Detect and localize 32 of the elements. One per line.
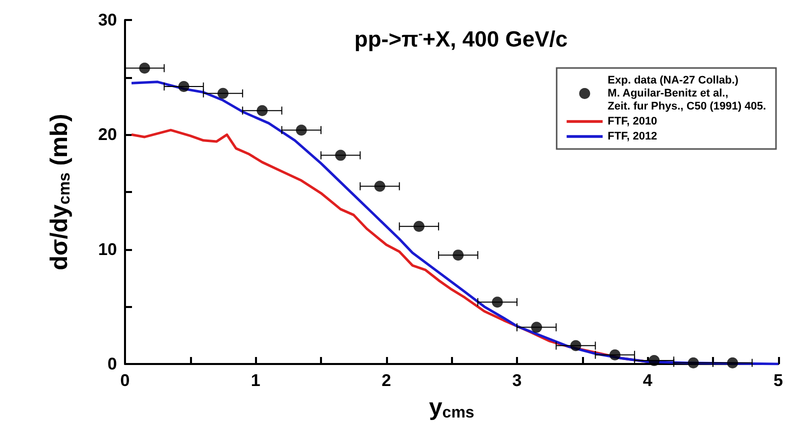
y-axis-title: dσ/dycms (mb): [46, 114, 74, 270]
x-tick-label: 3: [512, 371, 522, 390]
y-tick-label: 20: [98, 125, 117, 144]
legend-label: Exp. data (NA-27 Collab.) M. Aguilar-Benitz et al., Zeit. fur Phys., C50 (1991) 405.: [608, 74, 766, 112]
point: [218, 88, 228, 99]
point: [727, 357, 738, 368]
y-tick-label: 0: [108, 354, 117, 374]
x-tick-label: 1: [250, 371, 260, 390]
point: [413, 220, 424, 232]
point: [492, 296, 503, 308]
point: [178, 81, 190, 92]
x-tick-label: 0: [120, 371, 130, 390]
point: [256, 105, 268, 116]
y-tick-label: 30: [98, 10, 117, 30]
legend-label: FTF, 2012: [608, 130, 658, 142]
point: [609, 349, 620, 360]
point: [296, 124, 307, 136]
point: [570, 340, 582, 352]
point: [531, 322, 542, 333]
point: [374, 180, 386, 192]
point: [452, 250, 464, 261]
x-tick-label: 5: [774, 371, 784, 390]
x-axis-title: ycms: [428, 394, 474, 422]
chart-title: pp->π-+X, 400 GeV/c: [354, 26, 568, 52]
legend-label: FTF, 2010: [608, 116, 658, 128]
x-tick-label: 2: [382, 371, 392, 390]
point: [648, 355, 660, 366]
point: [139, 62, 150, 74]
y-tick-label: 10: [98, 240, 117, 259]
point: [688, 357, 699, 368]
x-tick-label: 4: [642, 371, 653, 390]
point: [335, 150, 346, 161]
